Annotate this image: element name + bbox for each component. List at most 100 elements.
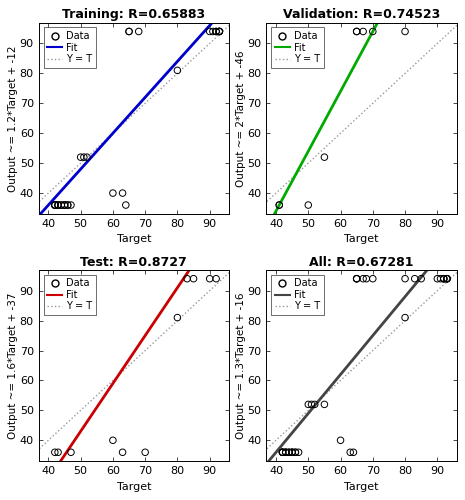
Point bbox=[67, 201, 75, 209]
Point bbox=[443, 274, 451, 282]
Point bbox=[109, 436, 117, 444]
Point bbox=[288, 448, 296, 456]
Point bbox=[174, 314, 181, 322]
Point bbox=[353, 274, 360, 282]
Legend: Data, Fit, Y = T: Data, Fit, Y = T bbox=[44, 274, 96, 316]
Point bbox=[363, 274, 370, 282]
Point bbox=[359, 28, 367, 36]
Point bbox=[305, 201, 312, 209]
Point bbox=[125, 28, 133, 36]
Point bbox=[282, 448, 289, 456]
Point bbox=[279, 448, 286, 456]
Point bbox=[292, 448, 299, 456]
Point bbox=[321, 153, 328, 161]
Point bbox=[285, 448, 292, 456]
Point bbox=[321, 400, 328, 408]
Point bbox=[51, 201, 59, 209]
Point bbox=[292, 448, 299, 456]
Point bbox=[353, 28, 360, 36]
Legend: Data, Fit, Y = T: Data, Fit, Y = T bbox=[271, 274, 324, 316]
Point bbox=[440, 274, 447, 282]
Point bbox=[350, 448, 357, 456]
Point bbox=[401, 28, 409, 36]
Point bbox=[209, 28, 217, 36]
Point bbox=[276, 201, 283, 209]
Point bbox=[174, 66, 181, 74]
Point bbox=[64, 201, 72, 209]
Y-axis label: Output ~= 1.6*Target + -37: Output ~= 1.6*Target + -37 bbox=[8, 292, 18, 438]
Point bbox=[119, 189, 126, 197]
Point bbox=[311, 400, 319, 408]
Point bbox=[295, 448, 302, 456]
Point bbox=[276, 201, 283, 209]
Point bbox=[80, 153, 87, 161]
Point bbox=[141, 448, 149, 456]
Title: Validation: R=0.74523: Validation: R=0.74523 bbox=[283, 8, 440, 22]
Point bbox=[64, 201, 72, 209]
Point bbox=[135, 28, 142, 36]
Point bbox=[369, 274, 377, 282]
Point bbox=[288, 448, 296, 456]
Point bbox=[109, 189, 117, 197]
Point bbox=[216, 28, 223, 36]
Point bbox=[67, 448, 75, 456]
X-axis label: Target: Target bbox=[344, 234, 379, 244]
Point bbox=[213, 28, 220, 36]
Point bbox=[279, 448, 286, 456]
Point bbox=[433, 274, 441, 282]
Point bbox=[418, 274, 425, 282]
Title: Test: R=0.8727: Test: R=0.8727 bbox=[80, 256, 187, 268]
Point bbox=[213, 28, 220, 36]
Point bbox=[305, 400, 312, 408]
Point bbox=[51, 201, 59, 209]
Point bbox=[359, 274, 367, 282]
Y-axis label: Output ~= 1.2*Target + -12: Output ~= 1.2*Target + -12 bbox=[8, 45, 18, 192]
Point bbox=[443, 274, 451, 282]
Legend: Data, Fit, Y = T: Data, Fit, Y = T bbox=[44, 28, 96, 68]
Point bbox=[54, 201, 62, 209]
Point bbox=[58, 201, 65, 209]
Point bbox=[190, 274, 197, 282]
Point bbox=[51, 201, 59, 209]
Point bbox=[279, 448, 286, 456]
Point bbox=[440, 274, 447, 282]
Point bbox=[216, 28, 223, 36]
Y-axis label: Output ~= 2*Target + -46: Output ~= 2*Target + -46 bbox=[236, 50, 246, 186]
Point bbox=[411, 274, 418, 282]
Point bbox=[369, 28, 377, 36]
Point bbox=[54, 201, 62, 209]
Point bbox=[206, 274, 213, 282]
Y-axis label: Output ~= 1.3*Target + -16: Output ~= 1.3*Target + -16 bbox=[236, 292, 246, 438]
Point bbox=[119, 448, 126, 456]
Point bbox=[51, 201, 59, 209]
Legend: Data, Fit, Y = T: Data, Fit, Y = T bbox=[271, 28, 324, 68]
Point bbox=[440, 274, 447, 282]
Point bbox=[282, 448, 289, 456]
Point bbox=[443, 274, 451, 282]
Title: Training: R=0.65883: Training: R=0.65883 bbox=[62, 8, 206, 22]
Point bbox=[443, 274, 451, 282]
X-axis label: Target: Target bbox=[344, 482, 379, 492]
Point bbox=[337, 436, 344, 444]
Point bbox=[125, 28, 133, 36]
Point bbox=[353, 274, 360, 282]
Point bbox=[216, 28, 223, 36]
Point bbox=[61, 201, 68, 209]
Point bbox=[61, 201, 68, 209]
Point bbox=[437, 274, 444, 282]
Title: All: R=0.67281: All: R=0.67281 bbox=[309, 256, 414, 268]
Point bbox=[353, 274, 360, 282]
Point bbox=[58, 201, 65, 209]
Point bbox=[346, 448, 354, 456]
Point bbox=[83, 153, 91, 161]
Point bbox=[183, 274, 191, 282]
Point bbox=[122, 201, 130, 209]
Point bbox=[61, 201, 68, 209]
Point bbox=[54, 448, 62, 456]
Point bbox=[401, 274, 409, 282]
X-axis label: Target: Target bbox=[117, 482, 151, 492]
Point bbox=[285, 448, 292, 456]
Point bbox=[51, 448, 59, 456]
Point bbox=[401, 314, 409, 322]
Point bbox=[279, 448, 286, 456]
